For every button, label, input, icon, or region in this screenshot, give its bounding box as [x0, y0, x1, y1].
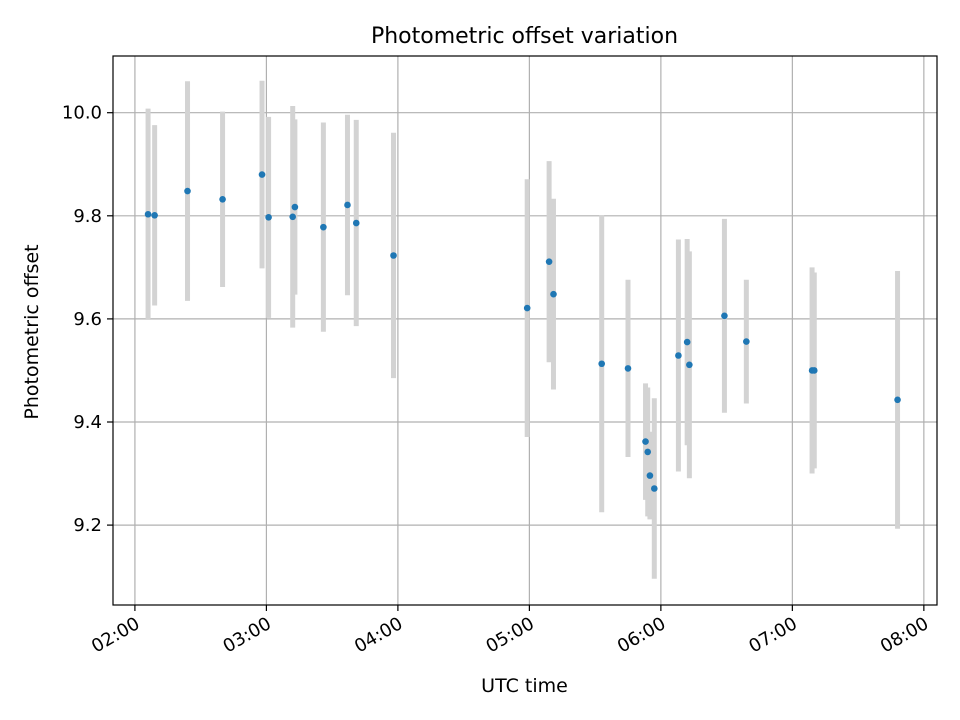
x-axis-label: UTC time — [481, 675, 568, 697]
y-axis-label: Photometric offset — [21, 244, 43, 419]
data-point — [258, 171, 266, 178]
y-tick-label: 9.8 — [73, 206, 102, 227]
y-tick-label: 9.6 — [73, 309, 102, 330]
data-point — [550, 290, 557, 298]
data-point — [650, 485, 658, 492]
data-point — [352, 219, 360, 227]
data-point — [624, 365, 632, 372]
data-point — [151, 211, 158, 219]
data-point — [523, 304, 531, 312]
data-points — [144, 171, 901, 492]
y-tick-label: 9.4 — [73, 412, 102, 433]
data-point — [291, 203, 299, 211]
data-point — [686, 361, 693, 369]
chart-title: Photometric offset variation — [371, 24, 678, 49]
data-point — [184, 187, 191, 195]
y-tick-label: 9.2 — [73, 515, 102, 536]
data-point — [743, 338, 750, 345]
data-point — [289, 213, 297, 221]
data-point — [390, 252, 397, 259]
data-point — [545, 258, 553, 265]
data-point — [810, 367, 818, 374]
plot-frame — [112, 55, 938, 606]
data-point — [598, 360, 606, 368]
data-point — [219, 196, 226, 203]
data-point — [265, 214, 272, 221]
data-point — [644, 448, 652, 456]
data-point — [894, 396, 901, 404]
data-point — [675, 352, 682, 359]
data-point — [344, 201, 351, 209]
y-tick-label: 10.0 — [62, 103, 102, 124]
data-point — [642, 438, 649, 445]
data-point — [646, 472, 654, 479]
data-point — [721, 312, 728, 320]
data-point — [320, 223, 327, 231]
data-point — [683, 338, 691, 346]
data-point — [144, 210, 152, 218]
